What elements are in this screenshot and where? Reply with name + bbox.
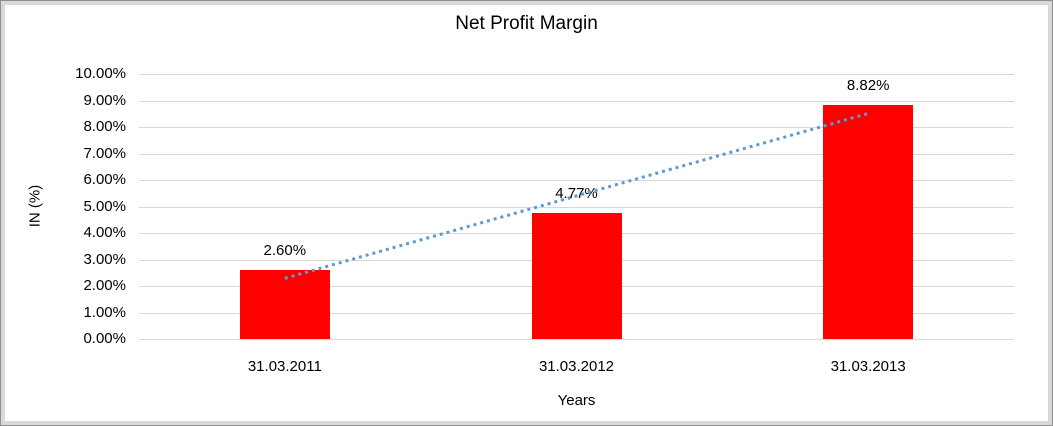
chart-title: Net Profit Margin: [455, 13, 598, 34]
y-axis-tick-label: 1.00%: [83, 303, 126, 321]
y-axis-tick-label: 5.00%: [83, 197, 126, 215]
y-axis-tick-label: 8.00%: [83, 118, 126, 135]
bar: [823, 105, 914, 339]
bar: [239, 270, 330, 339]
gridline: [139, 100, 1014, 102]
y-axis-tick-label: 9.00%: [83, 91, 126, 109]
bar: [531, 212, 622, 339]
y-axis-tick-label: 0.00%: [83, 330, 126, 347]
y-axis-tick-label: 3.00%: [83, 250, 126, 268]
x-axis-title: Years: [557, 392, 596, 409]
x-axis-tick-label: 31.03.2013: [830, 358, 906, 375]
y-axis-tick-label: 10.00%: [75, 65, 126, 82]
bar-data-label: 4.77%: [555, 184, 598, 202]
x-axis-tick-label: 31.03.2011: [247, 358, 322, 375]
gridline: [139, 339, 1014, 340]
y-axis-tick-label: 4.00%: [83, 224, 126, 241]
x-axis-tick-label: 31.03.2012: [538, 358, 615, 375]
y-axis-tick-label: 7.00%: [83, 144, 126, 162]
gridline: [139, 74, 1014, 75]
y-axis-tick-label: 6.00%: [83, 171, 126, 188]
bar-data-label: 8.82%: [846, 77, 890, 95]
y-axis-tick-label: 2.00%: [83, 277, 126, 294]
bar-data-label: 2.60%: [263, 242, 307, 260]
